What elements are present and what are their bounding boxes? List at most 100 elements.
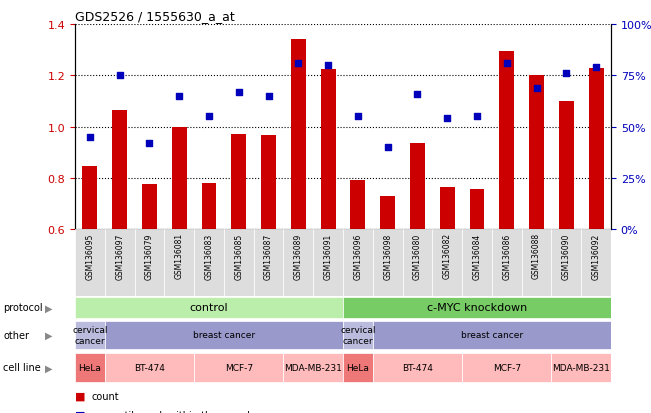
Bar — [559, 102, 574, 230]
Text: cell line: cell line — [3, 363, 41, 373]
Text: GSM136081: GSM136081 — [174, 233, 184, 279]
Text: GSM136083: GSM136083 — [204, 233, 214, 279]
Bar — [105, 353, 194, 382]
Bar — [343, 230, 373, 296]
Bar — [469, 190, 484, 230]
Text: ■: ■ — [75, 391, 85, 401]
Text: c-MYC knockdown: c-MYC knockdown — [427, 303, 527, 313]
Bar — [380, 196, 395, 230]
Bar — [202, 183, 216, 230]
Bar — [551, 353, 611, 382]
Point — [561, 71, 572, 77]
Text: GSM136091: GSM136091 — [324, 233, 333, 279]
Point — [174, 93, 184, 100]
Bar — [164, 230, 194, 296]
Bar — [432, 230, 462, 296]
Text: GSM136095: GSM136095 — [85, 233, 94, 279]
Bar — [402, 230, 432, 296]
Text: count: count — [91, 391, 119, 401]
Text: GSM136088: GSM136088 — [532, 233, 541, 279]
Text: ▶: ▶ — [45, 363, 53, 373]
Bar — [283, 230, 313, 296]
Text: ▶: ▶ — [45, 330, 53, 340]
Text: GSM136089: GSM136089 — [294, 233, 303, 279]
Bar — [75, 297, 343, 318]
Bar — [75, 321, 105, 349]
Point — [323, 62, 333, 69]
Point — [501, 60, 512, 67]
Text: HeLa: HeLa — [346, 363, 369, 372]
Bar — [350, 181, 365, 230]
Text: protocol: protocol — [3, 303, 43, 313]
Bar — [551, 230, 581, 296]
Bar — [105, 230, 135, 296]
Text: breast cancer: breast cancer — [193, 331, 255, 339]
Bar — [224, 230, 254, 296]
Point — [472, 114, 482, 120]
Bar — [254, 230, 283, 296]
Text: BT-474: BT-474 — [402, 363, 433, 372]
Point — [442, 116, 452, 122]
Bar — [83, 167, 98, 230]
Text: GSM136092: GSM136092 — [592, 233, 601, 279]
Bar — [410, 144, 425, 230]
Point — [234, 89, 244, 96]
Text: GSM136086: GSM136086 — [503, 233, 511, 279]
Bar — [135, 230, 164, 296]
Text: cervical
cancer: cervical cancer — [72, 325, 107, 345]
Bar — [343, 297, 611, 318]
Text: GSM136079: GSM136079 — [145, 233, 154, 279]
Bar — [492, 230, 521, 296]
Point — [264, 93, 274, 100]
Point — [145, 140, 155, 147]
Text: GSM136085: GSM136085 — [234, 233, 243, 279]
Bar — [499, 52, 514, 230]
Bar — [529, 76, 544, 230]
Text: ■: ■ — [75, 410, 85, 413]
Bar — [291, 40, 306, 230]
Text: control: control — [189, 303, 229, 313]
Point — [115, 73, 125, 79]
Bar — [343, 321, 373, 349]
Point — [85, 134, 95, 141]
Bar — [75, 353, 105, 382]
Text: MCF-7: MCF-7 — [493, 363, 521, 372]
Text: GSM136082: GSM136082 — [443, 233, 452, 279]
Bar — [373, 353, 462, 382]
Text: ▶: ▶ — [45, 303, 53, 313]
Text: GDS2526 / 1555630_a_at: GDS2526 / 1555630_a_at — [75, 10, 235, 23]
Bar — [142, 185, 157, 230]
Bar — [581, 230, 611, 296]
Point — [293, 60, 303, 67]
Point — [204, 114, 214, 120]
Bar — [313, 230, 343, 296]
Text: GSM136084: GSM136084 — [473, 233, 482, 279]
Bar — [440, 187, 454, 230]
Bar — [194, 353, 283, 382]
Bar — [261, 136, 276, 230]
Text: percentile rank within the sample: percentile rank within the sample — [91, 410, 256, 413]
Text: MDA-MB-231: MDA-MB-231 — [284, 363, 342, 372]
Bar — [373, 321, 611, 349]
Bar — [373, 230, 402, 296]
Text: breast cancer: breast cancer — [461, 331, 523, 339]
Text: GSM136080: GSM136080 — [413, 233, 422, 279]
Text: other: other — [3, 330, 29, 340]
Bar — [75, 230, 105, 296]
Bar — [462, 230, 492, 296]
Bar — [231, 135, 246, 230]
Bar — [283, 353, 343, 382]
Point — [353, 114, 363, 120]
Text: GSM136096: GSM136096 — [353, 233, 363, 279]
Bar — [521, 230, 551, 296]
Text: MDA-MB-231: MDA-MB-231 — [552, 363, 610, 372]
Point — [591, 64, 602, 71]
Bar — [462, 353, 551, 382]
Bar — [194, 230, 224, 296]
Text: BT-474: BT-474 — [134, 363, 165, 372]
Bar — [172, 127, 187, 230]
Text: MCF-7: MCF-7 — [225, 363, 253, 372]
Text: GSM136097: GSM136097 — [115, 233, 124, 279]
Text: GSM136087: GSM136087 — [264, 233, 273, 279]
Text: cervical
cancer: cervical cancer — [340, 325, 376, 345]
